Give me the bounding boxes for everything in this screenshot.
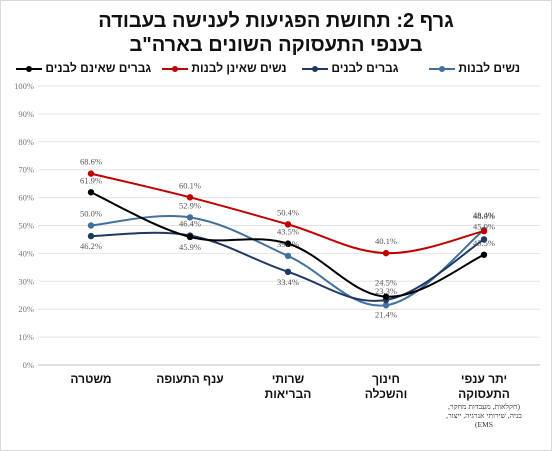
y-tick-label: 50% <box>18 221 34 231</box>
legend-label: נשים שאינן לבנות <box>191 61 287 75</box>
y-tick-label: 30% <box>18 276 34 286</box>
legend-item-white-men: גברים לבנים <box>298 60 399 76</box>
data-label: 46.4% <box>179 219 201 229</box>
chart-legend: נשים לבנות גברים לבנים נשים שאינן לבנות … <box>16 60 534 76</box>
y-tick-label: 90% <box>18 109 34 119</box>
x-category-label: שרותי הבריאות <box>264 372 312 401</box>
data-point <box>284 252 292 260</box>
legend-label: גברים שאינם לבנים <box>45 61 152 75</box>
data-point <box>480 251 488 258</box>
data-point <box>186 194 194 201</box>
x-category-label: יתר ענפי התעסוקה <box>458 372 510 401</box>
x-category-label: משטרה <box>70 372 112 386</box>
data-point <box>480 227 488 235</box>
legend-label: נשים לבנות <box>458 61 521 75</box>
y-tick-label: 80% <box>18 137 34 147</box>
legend-swatch <box>16 65 42 72</box>
data-label: 48.4% <box>473 210 495 220</box>
y-tick-label: 40% <box>18 248 34 258</box>
data-point <box>382 249 390 257</box>
data-point <box>284 240 292 247</box>
data-point <box>284 221 292 228</box>
data-label: 23.3% <box>375 286 397 296</box>
data-label: 68.6% <box>80 157 102 167</box>
data-point <box>87 189 95 196</box>
legend-item-nonwhite-women: נשים שאינן לבנות <box>158 60 287 76</box>
data-point <box>480 236 488 243</box>
data-label: 50.0% <box>80 209 102 219</box>
y-tick-label: 10% <box>18 332 34 342</box>
x-category-label: ענף התעופה <box>156 372 224 386</box>
y-tick-label: 100% <box>14 81 34 91</box>
legend-item-nonwhite-men: גברים שאינם לבנים <box>12 60 151 76</box>
data-label: 45.5% <box>473 238 495 248</box>
data-label: 21.4% <box>375 309 397 319</box>
data-label: 45.9% <box>179 242 201 252</box>
legend-swatch <box>302 65 328 72</box>
y-tick-label: 70% <box>18 165 34 175</box>
data-label: 52.9% <box>179 200 201 210</box>
data-point <box>87 232 95 240</box>
data-label: 24.5% <box>375 278 397 288</box>
x-category-label: חינוך והשכלה <box>364 372 408 401</box>
data-point <box>186 214 194 221</box>
data-point <box>87 222 95 229</box>
x-category-note: (חקלאות, מעבדות מחקר, בניה, שירותי אנרגי… <box>446 402 522 429</box>
legend-swatch <box>162 65 188 72</box>
legend-swatch <box>429 65 455 72</box>
data-point <box>87 170 95 177</box>
data-label: 46.2% <box>80 241 102 251</box>
data-point <box>382 302 390 309</box>
data-label: 45.0% <box>473 221 495 231</box>
y-tick-label: 20% <box>18 304 34 314</box>
data-label: 50.4% <box>277 207 299 217</box>
data-label: 40.1% <box>375 236 397 246</box>
data-point <box>284 268 292 276</box>
data-point <box>382 293 390 300</box>
y-tick-label: 60% <box>18 193 34 203</box>
data-label: 60.1% <box>179 180 201 190</box>
legend-label: גברים לבנים <box>331 61 399 75</box>
data-point <box>186 233 194 241</box>
data-label: 48.0% <box>473 211 495 221</box>
y-tick-label: 0% <box>23 360 34 370</box>
chart-subtitle: בענפי התעסוקה השונים בארה"ב <box>129 34 423 56</box>
data-label: 33.4% <box>277 277 299 287</box>
data-label: 61.9% <box>80 175 102 185</box>
legend-item-white-women: נשים לבנות <box>425 60 520 76</box>
chart-title: גרף 2: תחושת הפגיעות לענישה בעבודה <box>98 10 454 32</box>
data-label: 43.5% <box>277 227 299 237</box>
